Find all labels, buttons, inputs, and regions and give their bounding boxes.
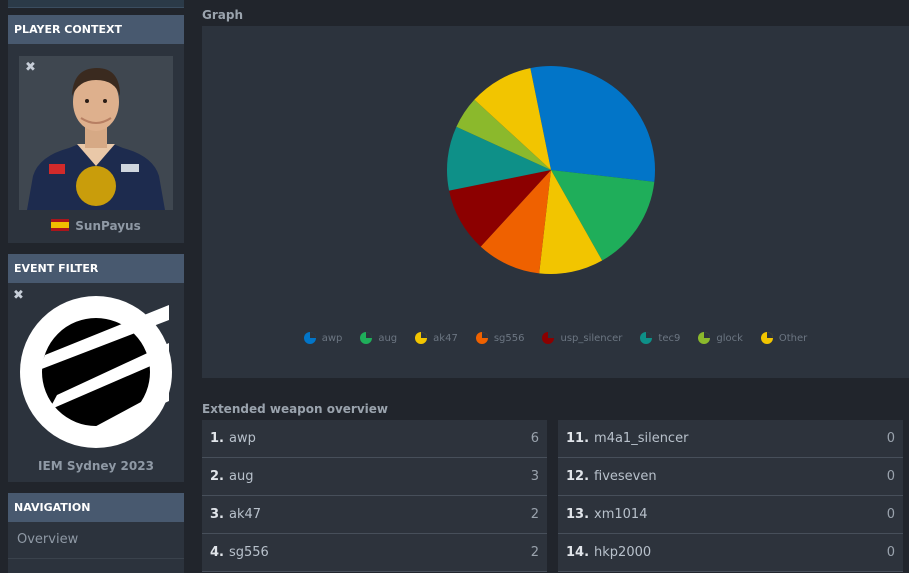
weapon-name: hkp2000 — [594, 545, 652, 560]
legend-item-sg556[interactable]: sg556 — [475, 332, 525, 344]
weapon-label: 11. m4a1_silencer — [566, 431, 688, 446]
pie-slice-aug[interactable] — [551, 170, 655, 261]
weapon-name: fiveseven — [594, 469, 657, 484]
weapon-row: 11. m4a1_silencer 0 — [558, 420, 903, 458]
weapon-label: 14. hkp2000 — [566, 545, 651, 560]
weapon-name: sg556 — [228, 545, 269, 560]
pie-slice-glock[interactable] — [456, 99, 551, 170]
weapon-label: 1. awp — [210, 431, 256, 446]
esl-logo-icon — [20, 296, 172, 448]
spain-flag-icon — [51, 219, 70, 231]
weapon-label: 13. xm1014 — [566, 507, 647, 522]
legend-label: ak47 — [433, 332, 458, 344]
legend-label: glock — [716, 332, 743, 344]
event-filter-panel: EVENT FILTER ✖ IEM Sydney 2023 — [8, 254, 184, 482]
player-name[interactable]: SunPayus — [75, 219, 141, 233]
legend-label: tec9 — [658, 332, 681, 344]
nav-item-overview[interactable]: Overview — [8, 522, 184, 559]
weapon-count: 2 — [530, 507, 539, 522]
player-avatar — [19, 56, 173, 210]
weapon-count: 0 — [886, 431, 895, 446]
weapon-count: 6 — [530, 431, 539, 446]
legend-item-aug[interactable]: aug — [360, 332, 397, 344]
event-filter-header: EVENT FILTER — [8, 254, 184, 283]
weapon-label: 12. fiveseven — [566, 469, 657, 484]
weapon-label: 3. ak47 — [210, 507, 261, 522]
pie-legend-icon — [415, 332, 428, 344]
pie-legend-icon — [542, 332, 555, 344]
player-context-header: PLAYER CONTEXT — [8, 15, 184, 44]
weapon-count: 3 — [530, 469, 539, 484]
close-icon[interactable]: ✖ — [13, 288, 24, 303]
chart-legend: awp aug ak47 sg556 usp_silencer tec9 glock Othe… — [202, 332, 909, 344]
sidebar-top-panel — [8, 0, 184, 8]
pie-legend-icon — [475, 332, 488, 344]
weapon-name: ak47 — [228, 507, 262, 522]
sidebar: PLAYER CONTEXT ✖ SunPayus EVENT FILTE — [0, 0, 190, 573]
weapon-rank: 1. — [210, 431, 224, 446]
weapon-rank: 14. — [566, 545, 590, 560]
weapon-name: awp — [228, 431, 256, 446]
legend-item-Other[interactable]: Other — [760, 332, 808, 344]
weapon-rank: 4. — [210, 545, 224, 560]
weapon-rank: 3. — [210, 507, 224, 522]
player-context-panel: PLAYER CONTEXT ✖ SunPayus — [8, 15, 184, 243]
main-content: Graph awp aug ak47 sg556 usp_silencer tec9 glo… — [202, 0, 909, 573]
weapon-name: m4a1_silencer — [594, 431, 689, 446]
weapon-name: aug — [228, 469, 254, 484]
legend-label: awp — [321, 332, 343, 344]
weapon-count: 0 — [886, 545, 895, 560]
pie-slice-ak47[interactable] — [539, 170, 603, 275]
legend-item-usp_silencer[interactable]: usp_silencer — [542, 332, 622, 344]
weapon-list-right: 11. m4a1_silencer 0 12. fiveseven 0 13. xm1014 0… — [558, 420, 903, 572]
player-photo — [19, 56, 173, 210]
graph-panel: awp aug ak47 sg556 usp_silencer tec9 glock Othe… — [202, 26, 909, 378]
weapon-row: 2. aug 3 — [202, 458, 547, 496]
graph-title: Graph — [202, 8, 243, 22]
close-icon[interactable]: ✖ — [25, 60, 36, 75]
pie-legend-icon — [303, 332, 316, 344]
legend-item-awp[interactable]: awp — [303, 332, 343, 344]
weapon-row: 13. xm1014 0 — [558, 496, 903, 534]
weapon-row: 14. hkp2000 0 — [558, 534, 903, 572]
weapon-count: 0 — [886, 469, 895, 484]
legend-label: aug — [378, 332, 398, 344]
weapon-count: 0 — [886, 507, 895, 522]
weapon-list-left: 1. awp 6 2. aug 3 3. ak47 2 4. sg556 2 — [202, 420, 547, 572]
weapon-row: 12. fiveseven 0 — [558, 458, 903, 496]
legend-label: Other — [778, 332, 808, 344]
weapon-label: 4. sg556 — [210, 545, 269, 560]
player-name-label: SunPayus — [8, 219, 184, 233]
pie-legend-icon — [698, 332, 711, 344]
event-name[interactable]: IEM Sydney 2023 — [38, 459, 154, 473]
weapon-rank: 13. — [566, 507, 590, 522]
weapon-overview-title: Extended weapon overview — [202, 402, 389, 416]
pie-slice-sg556[interactable] — [480, 170, 551, 274]
legend-label: sg556 — [493, 332, 525, 344]
pie-slice-awp[interactable] — [530, 65, 655, 182]
weapon-rank: 2. — [210, 469, 224, 484]
pie-legend-icon — [640, 332, 653, 344]
weapon-row: 1. awp 6 — [202, 420, 547, 458]
legend-label: usp_silencer — [560, 332, 623, 344]
weapon-rank: 12. — [566, 469, 590, 484]
pie-slice-tec9[interactable] — [447, 126, 551, 191]
navigation-panel: NAVIGATION Overview — [8, 493, 184, 573]
weapon-pie-chart — [447, 65, 655, 275]
legend-item-glock[interactable]: glock — [698, 332, 743, 344]
weapon-row: 3. ak47 2 — [202, 496, 547, 534]
pie-slice-Other[interactable] — [474, 68, 551, 170]
pie-legend-icon — [360, 332, 373, 344]
pie-legend-icon — [760, 332, 773, 344]
weapon-rank: 11. — [566, 431, 590, 446]
navigation-header: NAVIGATION — [8, 493, 184, 522]
legend-item-ak47[interactable]: ak47 — [415, 332, 458, 344]
pie-slice-usp_silencer[interactable] — [449, 170, 551, 247]
weapon-name: xm1014 — [594, 507, 648, 522]
weapon-row: 4. sg556 2 — [202, 534, 547, 572]
weapon-count: 2 — [530, 545, 539, 560]
weapon-label: 2. aug — [210, 469, 253, 484]
legend-item-tec9[interactable]: tec9 — [640, 332, 680, 344]
